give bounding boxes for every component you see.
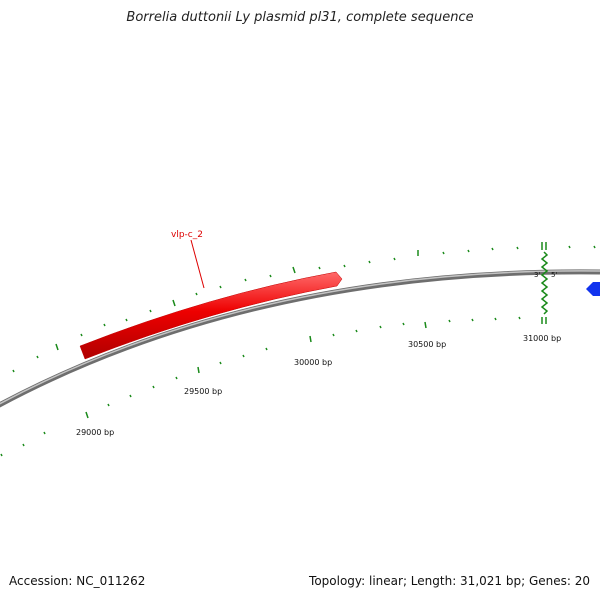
ruler-label-31000: 31000 bp [523,334,561,343]
three-prime-label: 3' [534,271,540,279]
topology-summary: Topology: linear; Length: 31,021 bp; Gen… [309,574,590,588]
ruler-label-29500: 29500 bp [184,387,222,396]
plasmid-backbone-highlight [0,270,600,405]
gene-next-blue[interactable] [586,282,600,296]
inner-tick-row [0,316,547,457]
plasmid-backbone [0,269,600,408]
five-prime-label: 5' [551,271,557,279]
ruler-label-30000: 30000 bp [294,358,332,367]
outer-tick-row [12,242,596,373]
sequence-end-break [540,251,549,315]
map-title: Borrelia duttonii Ly plasmid pl31, compl… [126,10,474,25]
ruler-label-30500: 30500 bp [408,340,446,349]
gene-vlp-c_2[interactable] [79,271,343,360]
gene-label-vlp-c_2: vlp-c_2 [171,230,203,240]
gene-label-leader [190,239,205,289]
ruler-label-29000: 29000 bp [76,428,114,437]
accession-label: Accession: NC_011262 [9,574,146,588]
